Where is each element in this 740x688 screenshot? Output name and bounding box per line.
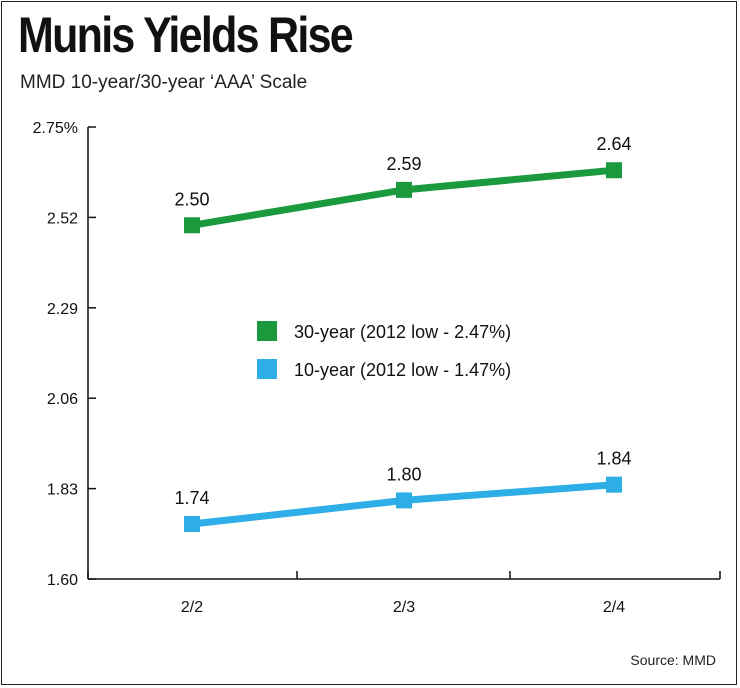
x-tick-label: 2/2 bbox=[181, 599, 203, 616]
y-tick-label: 1.60 bbox=[47, 572, 78, 589]
chart-title: Munis Yields Rise bbox=[18, 7, 354, 63]
series-30-year: 2.50 2.59 2.64 bbox=[174, 134, 632, 234]
y-tick-label: 2.52 bbox=[47, 210, 78, 227]
chart-legend: 30-year (2012 low - 2.47%) 10-year (2012 … bbox=[257, 321, 511, 380]
data-label: 1.84 bbox=[596, 449, 631, 469]
source-note: Source: MMD bbox=[630, 652, 716, 668]
data-label: 1.74 bbox=[174, 488, 209, 508]
y-tick-label: 2.06 bbox=[47, 391, 78, 408]
data-point bbox=[606, 476, 622, 493]
data-point bbox=[396, 181, 412, 198]
data-label: 1.80 bbox=[386, 464, 421, 484]
chart-axes: 2.75% 2.52 2.29 2.06 1.83 1.60 2/2 2/3 2/4 bbox=[33, 120, 721, 616]
legend-swatch bbox=[257, 321, 277, 341]
legend-swatch bbox=[257, 359, 277, 379]
x-tick-label: 2/4 bbox=[603, 599, 625, 616]
y-tick-label: 2.29 bbox=[47, 301, 78, 318]
series-layer: 2.50 2.59 2.64 1.74 1.80 1.84 bbox=[174, 134, 632, 532]
legend-label: 30-year (2012 low - 2.47%) bbox=[294, 322, 511, 342]
y-tick-label: 1.83 bbox=[47, 482, 78, 499]
data-point bbox=[396, 492, 412, 509]
data-label: 2.64 bbox=[596, 134, 631, 154]
data-point bbox=[184, 217, 200, 234]
chart-subtitle: MMD 10-year/30-year ‘AAA’ Scale bbox=[20, 72, 308, 93]
data-point bbox=[184, 515, 200, 532]
data-point bbox=[606, 162, 622, 179]
series-10-year: 1.74 1.80 1.84 bbox=[174, 449, 632, 532]
data-label: 2.50 bbox=[174, 189, 209, 209]
data-label: 2.59 bbox=[386, 154, 421, 174]
y-tick-label: 2.75% bbox=[33, 120, 78, 137]
x-tick-label: 2/3 bbox=[393, 599, 415, 616]
legend-label: 10-year (2012 low - 1.47%) bbox=[294, 360, 511, 380]
